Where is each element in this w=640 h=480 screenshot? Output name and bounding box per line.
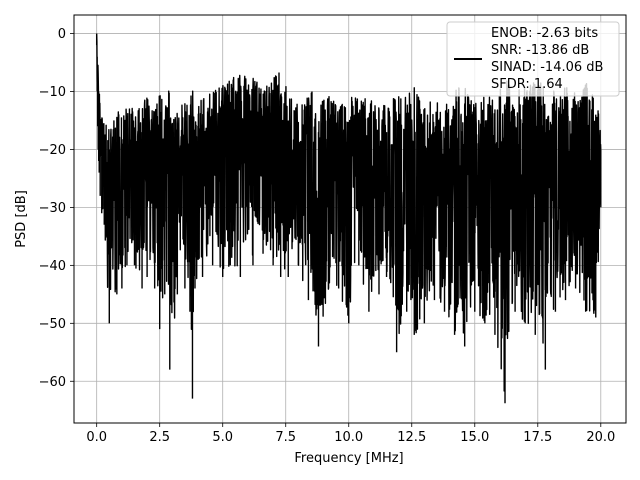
legend: ENOB: -2.63 bits SNR: -13.86 dB SINAD: -…: [446, 21, 620, 97]
y-tick-label: 0: [58, 27, 66, 42]
axes-frame: [73, 14, 627, 424]
legend-sfdr: SFDR: 1.64: [491, 77, 563, 92]
legend-box: [446, 21, 620, 97]
x-tick-label: 20.0: [586, 430, 615, 445]
legend-enob: ENOB: -2.63 bits: [491, 26, 598, 41]
x-tick-label: 15.0: [460, 430, 489, 445]
x-tick-label: 5.0: [212, 430, 233, 445]
y-tick-label: −20: [39, 143, 66, 158]
x-tick-label: 2.5: [149, 430, 170, 445]
x-tick-label: 17.5: [523, 430, 552, 445]
legend-snr: SNR: -13.86 dB: [491, 43, 589, 58]
y-tick-label: −40: [39, 259, 66, 274]
x-tick-label: 10.0: [334, 430, 363, 445]
psd-series-line: [95, 33, 602, 404]
x-tick-label: 12.5: [397, 430, 426, 445]
y-tick-label: −60: [39, 375, 66, 390]
x-tick-label: 7.5: [275, 430, 296, 445]
y-tick-label: −50: [39, 317, 66, 332]
y-tick-label: −10: [39, 85, 66, 100]
legend-sinad: SINAD: -14.06 dB: [491, 60, 603, 75]
x-tick-label: 0.0: [86, 430, 107, 445]
x-axis-ticks: 0.0 2.5 5.0 7.5 10.0 12.5 15.0 17.5 20.0: [86, 423, 615, 445]
series-group: [95, 33, 602, 404]
x-axis-label: Frequency [MHz]: [294, 451, 403, 466]
y-axis-ticks: 0 −10 −20 −30 −40 −50 −60: [39, 27, 74, 390]
y-axis-label: PSD [dB]: [14, 190, 29, 248]
plot-area: [95, 33, 602, 404]
y-tick-label: −30: [39, 201, 66, 216]
